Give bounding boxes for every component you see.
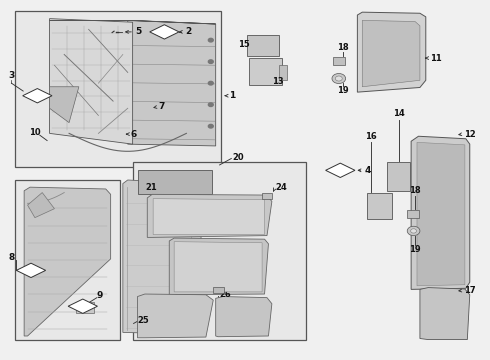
Circle shape: [208, 103, 213, 107]
Circle shape: [208, 81, 213, 85]
Polygon shape: [216, 297, 272, 337]
Polygon shape: [138, 294, 213, 338]
Polygon shape: [411, 136, 470, 289]
Polygon shape: [49, 87, 79, 123]
Text: 18: 18: [337, 43, 348, 52]
Text: 2: 2: [185, 27, 191, 36]
Text: 1: 1: [229, 91, 236, 100]
Text: 7: 7: [159, 102, 165, 111]
Text: 20: 20: [232, 153, 244, 162]
Circle shape: [332, 73, 345, 84]
Polygon shape: [123, 180, 201, 334]
Polygon shape: [68, 299, 98, 314]
Polygon shape: [49, 21, 216, 24]
Polygon shape: [27, 193, 54, 218]
FancyBboxPatch shape: [367, 193, 392, 219]
Text: 13: 13: [272, 77, 284, 86]
Polygon shape: [16, 263, 46, 278]
FancyBboxPatch shape: [279, 65, 287, 80]
Polygon shape: [24, 187, 111, 336]
Circle shape: [208, 125, 213, 128]
Polygon shape: [362, 21, 420, 87]
Polygon shape: [49, 19, 133, 144]
Text: 18: 18: [409, 186, 421, 195]
Polygon shape: [357, 12, 426, 92]
Text: 22: 22: [195, 280, 206, 289]
Text: 23: 23: [212, 204, 224, 213]
Text: 3: 3: [8, 71, 15, 80]
FancyBboxPatch shape: [15, 180, 121, 339]
FancyBboxPatch shape: [249, 58, 282, 85]
FancyBboxPatch shape: [387, 162, 410, 192]
Circle shape: [208, 60, 213, 63]
FancyBboxPatch shape: [247, 36, 279, 56]
Text: 19: 19: [337, 86, 348, 95]
FancyBboxPatch shape: [407, 210, 419, 218]
Circle shape: [335, 76, 342, 81]
Polygon shape: [169, 238, 269, 295]
Text: 17: 17: [464, 286, 475, 295]
Polygon shape: [147, 194, 272, 237]
FancyBboxPatch shape: [333, 57, 345, 64]
Text: 19: 19: [409, 245, 421, 254]
Circle shape: [411, 229, 416, 233]
Text: 12: 12: [464, 130, 476, 139]
Polygon shape: [23, 89, 52, 103]
Text: 9: 9: [97, 291, 103, 300]
Text: 6: 6: [130, 130, 136, 139]
Text: 21: 21: [146, 183, 157, 192]
FancyBboxPatch shape: [213, 287, 224, 293]
FancyBboxPatch shape: [133, 162, 306, 339]
Circle shape: [208, 39, 213, 42]
Text: 8: 8: [8, 253, 15, 262]
Polygon shape: [150, 25, 179, 39]
FancyBboxPatch shape: [262, 193, 272, 199]
Polygon shape: [128, 21, 216, 146]
Polygon shape: [174, 242, 262, 292]
Polygon shape: [420, 288, 470, 339]
Text: 10: 10: [29, 128, 41, 137]
Text: 24: 24: [276, 183, 288, 192]
FancyBboxPatch shape: [139, 170, 212, 194]
Text: 4: 4: [365, 166, 371, 175]
Text: 26: 26: [219, 290, 231, 299]
Polygon shape: [326, 163, 355, 177]
FancyBboxPatch shape: [76, 302, 94, 313]
Text: 15: 15: [238, 40, 250, 49]
Text: 16: 16: [365, 132, 377, 141]
FancyBboxPatch shape: [15, 12, 221, 167]
Text: 5: 5: [135, 27, 141, 36]
Circle shape: [407, 226, 420, 235]
Polygon shape: [417, 142, 465, 286]
Text: 14: 14: [393, 109, 405, 118]
Polygon shape: [153, 199, 265, 234]
Text: 11: 11: [430, 54, 441, 63]
Text: 25: 25: [138, 316, 149, 325]
